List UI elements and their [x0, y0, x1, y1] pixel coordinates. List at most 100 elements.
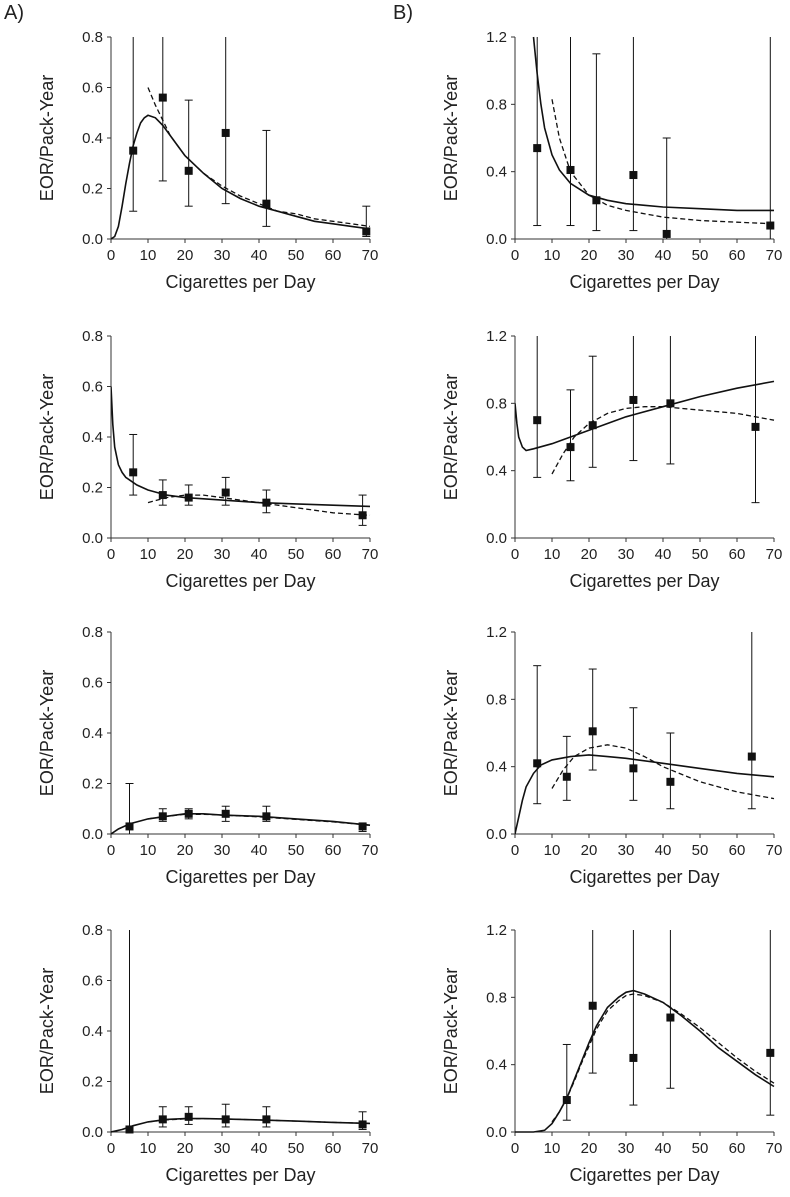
x-tick-label: 20	[581, 247, 598, 264]
error-bar	[262, 129, 271, 227]
error-bar	[184, 99, 193, 207]
y-axis-label: EOR/Pack-Year	[37, 374, 57, 500]
x-axis-label: Cigarettes per Day	[569, 571, 719, 591]
error-bar	[747, 632, 756, 810]
x-tick-label: 20	[177, 546, 194, 563]
x-tick-label: 30	[214, 247, 231, 264]
data-point	[666, 399, 675, 408]
error-bar	[751, 336, 760, 504]
x-tick-label: 30	[214, 1140, 231, 1157]
data-point	[533, 759, 542, 768]
y-tick-label: 0.0	[486, 231, 507, 248]
solid-fit-curve	[111, 386, 371, 508]
error-bar	[629, 707, 638, 801]
data-point	[629, 395, 638, 404]
data-point	[592, 196, 601, 205]
y-tick-label: 0.0	[486, 530, 507, 547]
x-tick-label: 30	[618, 842, 635, 859]
x-tick-label: 30	[618, 247, 635, 264]
x-tick-label: 10	[140, 247, 157, 264]
error-bar	[629, 930, 638, 1106]
y-tick-label: 0.6	[82, 675, 103, 692]
y-tick-label: 0.8	[82, 624, 103, 641]
error-bar	[766, 930, 775, 1116]
dashed-fit-curve	[147, 87, 371, 228]
x-tick-label: 40	[655, 546, 672, 563]
x-tick-label: 10	[544, 842, 561, 859]
x-axis-label: Cigarettes per Day	[165, 867, 315, 887]
x-axis-label: Cigarettes per Day	[165, 571, 315, 591]
dashed-fit-curve	[551, 99, 775, 225]
data-point	[747, 752, 756, 761]
y-axis-label: EOR/Pack-Year	[441, 670, 461, 796]
data-point	[662, 229, 671, 238]
data-point	[221, 809, 230, 818]
x-tick-label: 20	[581, 842, 598, 859]
x-tick-label: 50	[692, 842, 709, 859]
x-tick-label: 10	[140, 842, 157, 859]
y-tick-label: 0.4	[486, 164, 507, 181]
y-axis-label: EOR/Pack-Year	[441, 374, 461, 500]
x-tick-label: 70	[362, 842, 379, 859]
x-tick-label: 10	[544, 546, 561, 563]
error-bar	[566, 37, 575, 227]
x-tick-label: 70	[362, 247, 379, 264]
error-bar	[533, 336, 542, 478]
x-tick-label: 70	[766, 546, 783, 563]
data-point	[358, 822, 367, 831]
y-tick-label: 1.2	[486, 328, 507, 345]
x-tick-label: 40	[251, 842, 268, 859]
x-tick-label: 40	[655, 247, 672, 264]
data-point	[588, 421, 597, 430]
x-axis-label: Cigarettes per Day	[165, 272, 315, 292]
data-point	[262, 812, 271, 821]
data-point	[666, 777, 675, 786]
y-axis-label: EOR/Pack-Year	[37, 968, 57, 1094]
y-tick-label: 1.2	[486, 922, 507, 939]
x-tick-label: 10	[140, 546, 157, 563]
y-tick-label: 0.6	[82, 973, 103, 990]
data-point	[125, 1125, 134, 1134]
data-point	[588, 1001, 597, 1010]
chart-panel-6: 0 10 20 30 40 50 60 70 0.0 0.4 0.8 1.2 Cigarettes pe…	[441, 624, 782, 887]
data-point	[158, 491, 167, 500]
y-tick-label: 0.4	[486, 759, 507, 776]
y-tick-label: 0.4	[82, 1023, 103, 1040]
y-tick-label: 0.2	[82, 181, 103, 198]
x-tick-label: 40	[655, 842, 672, 859]
x-tick-label: 30	[214, 842, 231, 859]
y-tick-label: 1.2	[486, 29, 507, 46]
x-tick-label: 0	[511, 546, 519, 563]
data-point	[158, 1115, 167, 1124]
solid-fit-curve	[111, 813, 371, 835]
y-tick-label: 0.2	[82, 776, 103, 793]
x-tick-label: 40	[251, 546, 268, 563]
error-bar	[533, 665, 542, 805]
x-tick-label: 60	[729, 546, 746, 563]
x-tick-label: 60	[325, 546, 342, 563]
error-bar	[588, 930, 597, 1074]
error-bar	[588, 668, 597, 771]
data-point	[766, 1048, 775, 1057]
data-point	[184, 166, 193, 175]
x-tick-label: 0	[107, 546, 115, 563]
x-axis-label: Cigarettes per Day	[569, 867, 719, 887]
data-point	[184, 493, 193, 502]
x-tick-label: 40	[251, 1140, 268, 1157]
y-tick-label: 0.8	[82, 922, 103, 939]
y-tick-label: 0.0	[82, 231, 103, 248]
data-point	[566, 443, 575, 452]
solid-fit-curve	[111, 1117, 371, 1133]
y-tick-label: 0.4	[82, 725, 103, 742]
y-tick-label: 0.0	[82, 826, 103, 843]
x-tick-label: 60	[325, 1140, 342, 1157]
data-point	[129, 468, 138, 477]
x-axis-label: Cigarettes per Day	[165, 1165, 315, 1185]
y-tick-label: 0.2	[82, 1074, 103, 1091]
y-tick-label: 0.8	[486, 989, 507, 1006]
error-bar	[221, 37, 230, 205]
data-point	[125, 822, 134, 831]
x-tick-label: 40	[251, 247, 268, 264]
data-point	[588, 727, 597, 736]
data-point	[184, 1112, 193, 1121]
